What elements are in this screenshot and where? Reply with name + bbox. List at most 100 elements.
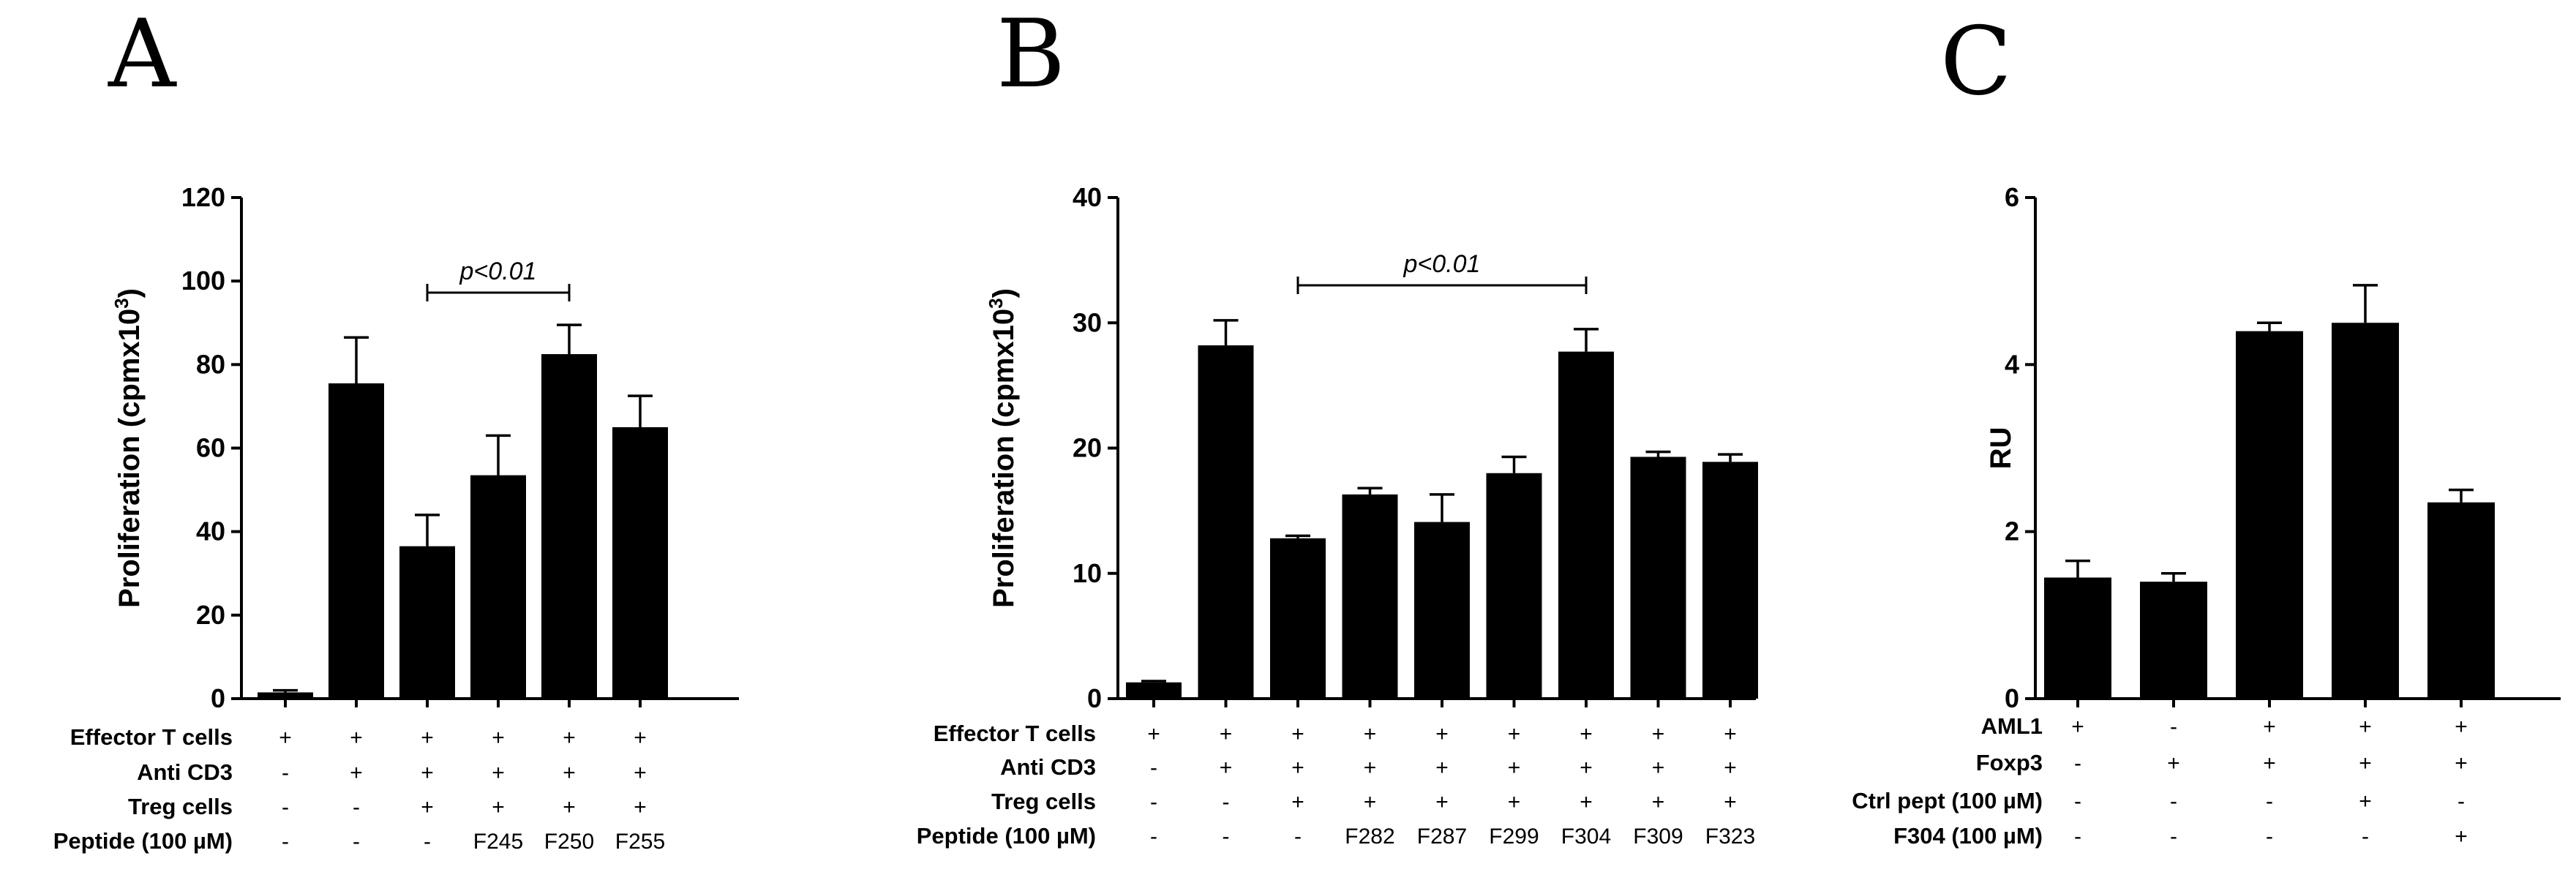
bar: [399, 546, 455, 699]
condition-cell: +: [2359, 751, 2372, 775]
condition-cell: F255: [615, 830, 665, 854]
bar: [1414, 522, 1470, 699]
condition-row-label: Peptide (100 µM): [53, 828, 233, 854]
condition-cell: +: [634, 761, 647, 785]
condition-cell: +: [1291, 722, 1304, 746]
condition-cell: +: [492, 726, 505, 750]
bar: [470, 475, 526, 699]
condition-row-label: AML1: [1981, 713, 2043, 739]
condition-cell: F299: [1489, 824, 1539, 849]
bar: [1630, 456, 1686, 699]
condition-cell: +: [2071, 715, 2084, 739]
condition-cell: +: [634, 795, 647, 819]
condition-cell: -: [2170, 715, 2177, 739]
condition-cell: -: [2170, 824, 2177, 849]
condition-cell: +: [421, 795, 434, 819]
condition-cell: -: [1150, 790, 1157, 814]
bar: [2140, 582, 2207, 699]
condition-cell: F304: [1561, 824, 1611, 849]
y-tick-label: 10: [1073, 558, 1102, 588]
condition-cell: +: [2359, 715, 2372, 739]
condition-cell: +: [350, 726, 363, 750]
significance-label: p<0.01: [1403, 250, 1481, 278]
y-tick-label: 100: [181, 266, 225, 296]
condition-cell: +: [2455, 751, 2468, 775]
chart-panel-c: 0 2 4 6 RU AML1 + - + + + Foxp3 - + + + + Ctrl pept (100 …: [1852, 182, 2561, 849]
condition-cell: +: [1147, 722, 1160, 746]
condition-cell: -: [353, 830, 360, 854]
condition-cell: +: [1580, 722, 1593, 746]
condition-cell: -: [2074, 789, 2081, 814]
panel-letter-a: A: [108, 0, 177, 109]
bar: [1198, 345, 1254, 699]
bar: [541, 354, 597, 699]
condition-cell: -: [424, 830, 431, 854]
condition-cell: -: [2457, 789, 2465, 814]
bar: [2332, 323, 2399, 699]
y-tick-label: 60: [196, 433, 225, 463]
condition-cell: +: [2263, 751, 2276, 775]
condition-cell: +: [492, 761, 505, 785]
condition-cell: +: [1652, 756, 1665, 780]
condition-cell: +: [1508, 756, 1521, 780]
y-axis-title: Proliferation (cpmx103): [110, 288, 146, 608]
condition-cell: F287: [1417, 824, 1467, 849]
condition-cell: +: [2455, 824, 2468, 849]
condition-cell: +: [563, 795, 576, 819]
condition-cell: -: [1223, 790, 1230, 814]
bar: [612, 427, 668, 699]
condition-row-label: Foxp3: [1976, 750, 2043, 775]
condition-cell: +: [2263, 715, 2276, 739]
y-tick-label: 40: [1073, 182, 1102, 212]
bar: [1558, 351, 1614, 699]
y-tick-label: 80: [196, 349, 225, 379]
bar: [2044, 577, 2111, 699]
condition-cell: +: [1508, 722, 1521, 746]
condition-cell: -: [2074, 824, 2081, 849]
condition-row-label: Treg cells: [128, 794, 233, 819]
condition-cell: -: [2074, 751, 2081, 775]
condition-cell: +: [563, 761, 576, 785]
condition-cell: +: [1364, 756, 1377, 780]
condition-cell: +: [1508, 790, 1521, 814]
condition-row-label: Anti CD3: [137, 759, 233, 785]
condition-cell: +: [421, 726, 434, 750]
panel-letter-c: C: [1940, 7, 2012, 116]
condition-cell: +: [1652, 722, 1665, 746]
bar: [1342, 494, 1398, 699]
condition-cell: +: [1580, 790, 1593, 814]
condition-cell: +: [2455, 715, 2468, 739]
condition-cell: +: [1724, 756, 1737, 780]
bar: [1270, 538, 1326, 699]
significance-label: p<0.01: [459, 258, 537, 285]
bar: [1486, 473, 1542, 699]
condition-cell: -: [1294, 824, 1302, 849]
condition-cell: +: [1220, 756, 1233, 780]
condition-cell: +: [421, 761, 434, 785]
condition-cell: +: [1724, 790, 1737, 814]
condition-cell: -: [1223, 824, 1230, 849]
condition-cell: -: [2266, 824, 2273, 849]
y-axis-title: Proliferation (cpmx103): [985, 288, 1020, 608]
chart-panel-b: 0 10 20 30 40 Proliferation (cpmx103) p<0.01 Ef…: [917, 182, 1758, 849]
condition-cell: -: [282, 830, 289, 854]
condition-cell: +: [1364, 790, 1377, 814]
y-tick-label: 4: [2005, 349, 2019, 379]
condition-cell: +: [1220, 722, 1233, 746]
condition-cell: +: [1580, 756, 1593, 780]
y-tick-label: 20: [1073, 433, 1102, 463]
condition-cell: +: [563, 726, 576, 750]
condition-row-label: Effector T cells: [934, 721, 1096, 746]
condition-row-label: Effector T cells: [70, 724, 233, 750]
bar: [328, 383, 384, 699]
bar: [1126, 682, 1182, 699]
condition-cell: F250: [544, 830, 594, 854]
condition-cell: +: [350, 761, 363, 785]
condition-row-label: Peptide (100 µM): [917, 823, 1096, 849]
condition-cell: +: [1364, 722, 1377, 746]
condition-cell: -: [1150, 824, 1157, 849]
y-axis-title: RU: [1985, 427, 2017, 470]
condition-cell: F282: [1345, 824, 1394, 849]
condition-cell: -: [282, 761, 289, 785]
